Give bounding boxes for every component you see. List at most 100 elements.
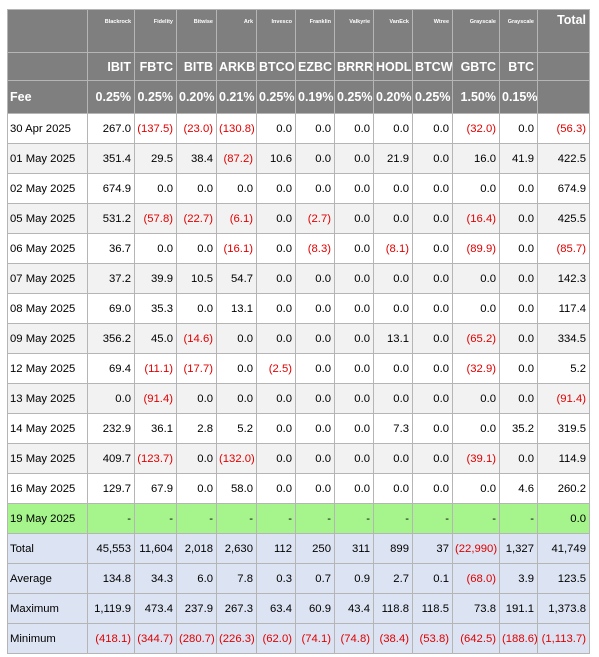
summary-cell: (280.7) <box>176 623 217 654</box>
flow-cell: 0.0 <box>499 173 538 204</box>
summary-cell: 43.4 <box>334 593 374 624</box>
table-row: 02 May 2025 674.9 0.0 0.0 0.0 0.0 0.0 0.0 0.0 0.0… <box>7 173 590 204</box>
flow-cell: 0.0 <box>452 173 500 204</box>
flow-cell: (132.0) <box>216 443 257 474</box>
flow-cell: 0.0 <box>373 263 413 294</box>
summary-cell: 0.9 <box>334 563 374 594</box>
date-cell: 09 May 2025 <box>7 323 88 354</box>
flow-cell: 0.0 <box>412 113 453 144</box>
flow-cell: 0.0 <box>256 293 296 324</box>
flow-cell: 13.1 <box>373 323 413 354</box>
flow-cell: 58.0 <box>216 473 257 504</box>
flow-cell: - <box>295 503 335 534</box>
flow-cell: 0.0 <box>256 413 296 444</box>
total-cell: 425.5 <box>537 203 590 234</box>
flow-cell: 0.0 <box>216 353 257 384</box>
date-cell: 30 Apr 2025 <box>7 113 88 144</box>
issuer-name: Wtree <box>412 9 453 53</box>
flow-cell: (137.5) <box>134 113 177 144</box>
summary-cell: 267.3 <box>216 593 257 624</box>
summary-cell: (62.0) <box>256 623 296 654</box>
summary-cell: 0.3 <box>256 563 296 594</box>
flow-cell: - <box>499 503 538 534</box>
table-row: 09 May 2025 356.2 45.0 (14.6) 0.0 0.0 0.0 0.0 13… <box>7 323 590 354</box>
flow-cell: 409.7 <box>87 443 135 474</box>
flow-cell: 0.0 <box>334 383 374 414</box>
fee-value: 0.25% <box>87 80 135 114</box>
summary-total-cell: 1,373.8 <box>537 593 590 624</box>
flow-cell: 10.6 <box>256 143 296 174</box>
flow-cell: 0.0 <box>176 443 217 474</box>
flow-cell: (16.4) <box>452 203 500 234</box>
flow-cell: 0.0 <box>256 263 296 294</box>
ticker-header-row: IBIT FBTC BITB ARKB BTCO EZBC BRRR HODL BTCW GBTC… <box>7 52 590 81</box>
flow-cell: 0.0 <box>499 383 538 414</box>
flow-cell: 29.5 <box>134 143 177 174</box>
summary-cell: 473.4 <box>134 593 177 624</box>
flow-cell: (16.1) <box>216 233 257 264</box>
flow-cell: (32.9) <box>452 353 500 384</box>
flow-cell: 0.0 <box>216 383 257 414</box>
flow-cell: 0.0 <box>87 383 135 414</box>
flow-cell: 38.4 <box>176 143 217 174</box>
flow-cell: 0.0 <box>412 413 453 444</box>
flow-cell: 0.0 <box>256 173 296 204</box>
bitcoin-etf-flow-table: Blackrock Fidelity Bitwise Ark Invesco Frankl… <box>7 9 590 654</box>
total-cell: 260.2 <box>537 473 590 504</box>
table-row: 12 May 2025 69.4 (11.1) (17.7) 0.0 (2.5) 0.0 0.… <box>7 353 590 384</box>
flow-cell: 0.0 <box>334 173 374 204</box>
date-cell: 13 May 2025 <box>7 383 88 414</box>
summary-cell: 11,604 <box>134 533 177 564</box>
summary-total-cell: 41,749 <box>537 533 590 564</box>
flow-cell: (65.2) <box>452 323 500 354</box>
issuer-name: Blackrock <box>87 9 135 53</box>
summary-cell: 899 <box>373 533 413 564</box>
flow-cell: 0.0 <box>176 293 217 324</box>
summary-label: Maximum <box>7 593 88 624</box>
summary-cell: (226.3) <box>216 623 257 654</box>
flow-cell: 0.0 <box>295 263 335 294</box>
date-cell: 14 May 2025 <box>7 413 88 444</box>
flow-cell: 0.0 <box>412 473 453 504</box>
flow-cell: 0.0 <box>499 323 538 354</box>
flow-cell: 356.2 <box>87 323 135 354</box>
issuer-header-row: Blackrock Fidelity Bitwise Ark Invesco Frankl… <box>7 9 590 53</box>
flow-cell: 0.0 <box>373 113 413 144</box>
corner-cell <box>7 52 88 81</box>
flow-cell: 0.0 <box>295 293 335 324</box>
fee-value: 0.25% <box>334 80 374 114</box>
fee-label: Fee <box>7 80 88 114</box>
ticker-symbol: FBTC <box>134 52 177 81</box>
table-row: 13 May 2025 0.0 (91.4) 0.0 0.0 0.0 0.0 0.0 0.0 0.… <box>7 383 590 414</box>
date-cell: 01 May 2025 <box>7 143 88 174</box>
flow-cell: 0.0 <box>334 443 374 474</box>
issuer-name: Valkyrie <box>334 9 374 53</box>
table-row: 30 Apr 2025 267.0 (137.5) (23.0) (130.8) 0.0 0… <box>7 113 590 144</box>
summary-cell: 7.8 <box>216 563 257 594</box>
summary-cell: (68.0) <box>452 563 500 594</box>
flow-cell: 0.0 <box>452 263 500 294</box>
flow-cell: 35.2 <box>499 413 538 444</box>
flow-cell: (123.7) <box>134 443 177 474</box>
total-cell: 142.3 <box>537 263 590 294</box>
total-cell: 319.5 <box>537 413 590 444</box>
flow-cell: 0.0 <box>295 413 335 444</box>
summary-cell: 118.5 <box>412 593 453 624</box>
fee-value: 0.25% <box>256 80 296 114</box>
flow-cell: 45.0 <box>134 323 177 354</box>
flow-cell: 0.0 <box>499 113 538 144</box>
flow-cell: 0.0 <box>412 263 453 294</box>
flow-cell: (39.1) <box>452 443 500 474</box>
summary-cell: 134.8 <box>87 563 135 594</box>
fee-value: 0.25% <box>134 80 177 114</box>
summary-cell: (418.1) <box>87 623 135 654</box>
table-row: 08 May 2025 69.0 35.3 0.0 13.1 0.0 0.0 0.0 0.0 0.… <box>7 293 590 324</box>
flow-cell: - <box>373 503 413 534</box>
flow-cell: 0.0 <box>176 473 217 504</box>
flow-cell: 0.0 <box>334 353 374 384</box>
summary-cell: 112 <box>256 533 296 564</box>
flow-cell: - <box>87 503 135 534</box>
fee-value: 0.15% <box>499 80 538 114</box>
flow-cell: 37.2 <box>87 263 135 294</box>
flow-cell: 2.8 <box>176 413 217 444</box>
